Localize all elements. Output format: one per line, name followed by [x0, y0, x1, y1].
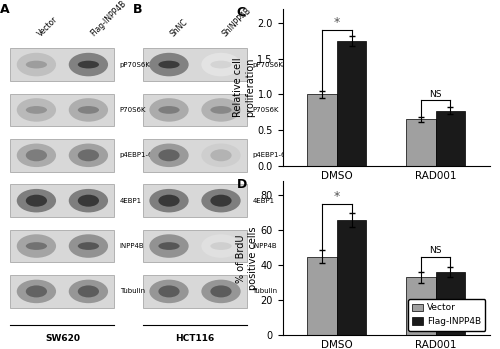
Ellipse shape	[202, 98, 240, 122]
Ellipse shape	[78, 149, 99, 161]
Text: 4EBP1: 4EBP1	[120, 198, 142, 204]
Text: A: A	[0, 3, 10, 16]
Ellipse shape	[202, 53, 240, 76]
Ellipse shape	[158, 149, 180, 161]
FancyBboxPatch shape	[10, 48, 115, 81]
Ellipse shape	[16, 143, 56, 167]
Ellipse shape	[68, 189, 108, 213]
Text: p4EBP1-65: p4EBP1-65	[252, 152, 290, 158]
Ellipse shape	[16, 189, 56, 213]
FancyBboxPatch shape	[143, 139, 247, 172]
Ellipse shape	[150, 280, 188, 303]
Ellipse shape	[210, 106, 232, 114]
Ellipse shape	[158, 195, 180, 207]
Text: Tubulin: Tubulin	[252, 288, 278, 295]
Ellipse shape	[158, 61, 180, 68]
Ellipse shape	[26, 149, 47, 161]
Ellipse shape	[26, 285, 47, 297]
FancyBboxPatch shape	[143, 275, 247, 308]
Bar	[337, 41, 366, 166]
FancyBboxPatch shape	[10, 184, 115, 217]
Y-axis label: Relative cell
proliferation: Relative cell proliferation	[233, 58, 254, 117]
Y-axis label: % of BrdU
positive cells: % of BrdU positive cells	[236, 227, 258, 290]
Text: Tubulin: Tubulin	[120, 288, 144, 295]
Ellipse shape	[158, 242, 180, 250]
Ellipse shape	[16, 280, 56, 303]
Text: Vector: Vector	[36, 15, 60, 38]
Text: ShNC: ShNC	[169, 17, 190, 38]
Ellipse shape	[16, 53, 56, 76]
Ellipse shape	[68, 234, 108, 258]
Text: D: D	[237, 178, 247, 191]
Ellipse shape	[78, 242, 99, 250]
Ellipse shape	[78, 195, 99, 207]
Ellipse shape	[16, 234, 56, 258]
Ellipse shape	[150, 53, 188, 76]
Bar	[406, 119, 436, 166]
FancyBboxPatch shape	[143, 48, 247, 81]
Ellipse shape	[68, 53, 108, 76]
Text: INPP4B: INPP4B	[120, 243, 144, 249]
Text: NS: NS	[430, 90, 442, 99]
Ellipse shape	[150, 98, 188, 122]
FancyBboxPatch shape	[143, 230, 247, 262]
Ellipse shape	[202, 280, 240, 303]
Ellipse shape	[202, 234, 240, 258]
Text: P70S6K: P70S6K	[120, 107, 146, 113]
Bar	[307, 257, 337, 335]
Ellipse shape	[68, 143, 108, 167]
Ellipse shape	[150, 143, 188, 167]
Ellipse shape	[158, 285, 180, 297]
FancyBboxPatch shape	[10, 275, 115, 308]
Text: *: *	[334, 16, 340, 29]
Bar	[406, 277, 436, 335]
Ellipse shape	[210, 61, 232, 68]
Text: HCT116: HCT116	[176, 334, 214, 343]
Ellipse shape	[210, 195, 232, 207]
Bar	[307, 94, 337, 166]
Text: P70S6K: P70S6K	[252, 107, 278, 113]
Ellipse shape	[78, 285, 99, 297]
FancyBboxPatch shape	[10, 94, 115, 126]
Bar	[337, 220, 366, 335]
Text: ShINPP4B: ShINPP4B	[221, 6, 254, 38]
Ellipse shape	[78, 106, 99, 114]
Text: INPP4B: INPP4B	[252, 243, 277, 249]
Ellipse shape	[26, 106, 47, 114]
Bar	[436, 111, 466, 166]
Ellipse shape	[78, 61, 99, 68]
Ellipse shape	[150, 189, 188, 213]
Text: Flag-INPP4B: Flag-INPP4B	[88, 0, 128, 38]
FancyBboxPatch shape	[10, 230, 115, 262]
Text: pP70S6K-389: pP70S6K-389	[120, 61, 166, 68]
Ellipse shape	[150, 234, 188, 258]
Ellipse shape	[202, 189, 240, 213]
Ellipse shape	[68, 98, 108, 122]
Text: C: C	[237, 6, 246, 18]
Ellipse shape	[26, 61, 47, 68]
Text: B: B	[132, 3, 142, 16]
Text: SW620: SW620	[45, 334, 80, 343]
Text: 4EBP1: 4EBP1	[252, 198, 274, 204]
Ellipse shape	[26, 195, 47, 207]
Ellipse shape	[210, 285, 232, 297]
Text: *: *	[334, 190, 340, 203]
Legend: Vector, Flag-INPP4B: Vector, Flag-INPP4B	[408, 299, 486, 331]
FancyBboxPatch shape	[10, 139, 115, 172]
Text: NS: NS	[430, 246, 442, 255]
Ellipse shape	[210, 242, 232, 250]
Bar	[436, 272, 466, 335]
Text: pP70S6K-389: pP70S6K-389	[252, 61, 298, 68]
Text: p4EBP1-65: p4EBP1-65	[120, 152, 158, 158]
Ellipse shape	[210, 149, 232, 161]
Ellipse shape	[68, 280, 108, 303]
Ellipse shape	[202, 143, 240, 167]
FancyBboxPatch shape	[143, 94, 247, 126]
FancyBboxPatch shape	[143, 184, 247, 217]
Ellipse shape	[26, 242, 47, 250]
Ellipse shape	[16, 98, 56, 122]
Ellipse shape	[158, 106, 180, 114]
